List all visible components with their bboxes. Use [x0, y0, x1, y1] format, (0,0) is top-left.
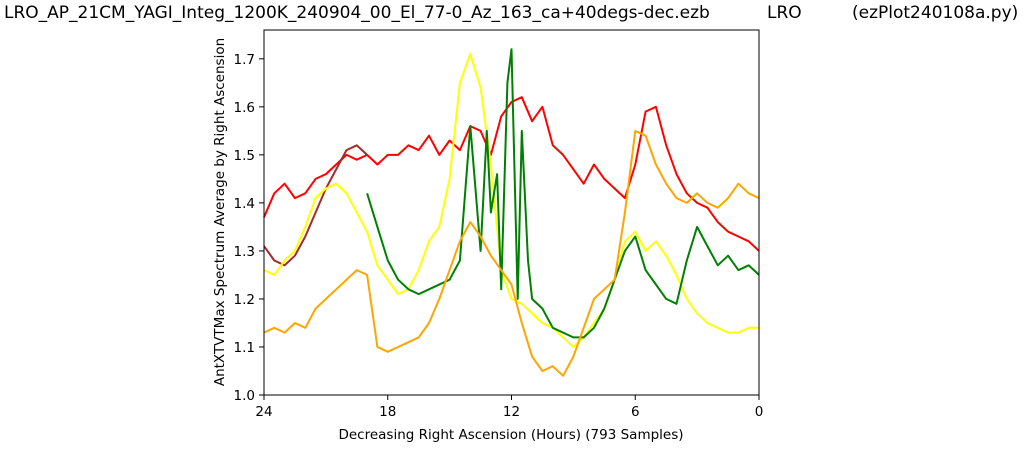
series-line-1 [263, 96, 760, 252]
y-tick-label: 1.3 [234, 244, 255, 260]
y-axis-label: AntXTVTMax Spectrum Average by Right Asc… [212, 38, 228, 386]
y-tick-label: 1.1 [234, 340, 255, 356]
series-line-3 [263, 53, 759, 348]
y-axis: 1.0 1.1 1.2 1.3 1.4 1.5 1.6 1.7 [234, 52, 264, 404]
y-tick-label: 1.4 [234, 196, 255, 212]
y-tick-label: 1.5 [234, 148, 255, 164]
x-tick-label: 12 [503, 404, 520, 420]
x-axis: 24 18 12 6 0 [255, 395, 763, 420]
x-tick-label: 0 [755, 404, 764, 420]
station-name: LRO [767, 3, 802, 23]
series-line-2 [263, 144, 368, 267]
x-tick-label: 24 [255, 404, 272, 420]
y-tick-label: 1.2 [234, 292, 255, 308]
program-version: (ezPlot240108a.py) [852, 3, 1019, 23]
series-line-4 [366, 48, 760, 339]
x-tick-label: 6 [631, 404, 640, 420]
y-tick-label: 1.6 [234, 100, 255, 116]
series-layer [263, 48, 760, 377]
series-line-5 [263, 129, 760, 377]
x-axis-label: Decreasing Right Ascension (Hours) (793 … [338, 427, 683, 443]
x-tick-label: 18 [379, 404, 396, 420]
y-tick-label: 1.0 [234, 388, 255, 404]
y-tick-label: 1.7 [234, 52, 255, 68]
plot-filename-title: LRO_AP_21CM_YAGI_Integ_1200K_240904_00_E… [4, 3, 710, 23]
